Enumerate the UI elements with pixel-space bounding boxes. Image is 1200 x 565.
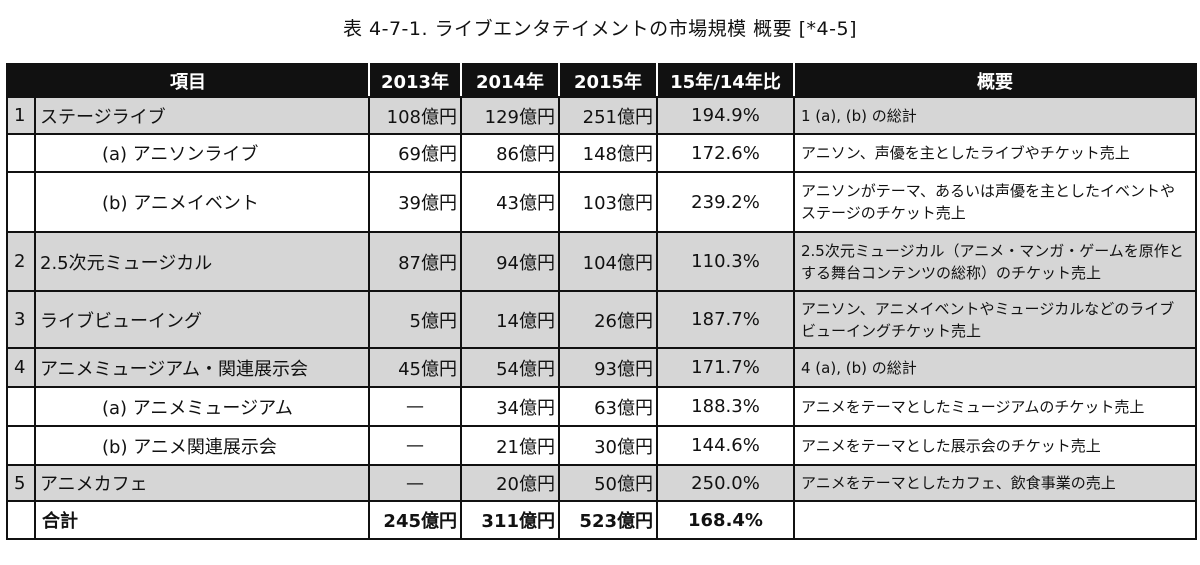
market-size-table: 項目 2013年 2014年 2015年 15年/14年比 概要 1 ステージライ…: [6, 63, 1197, 540]
total-index: [6, 500, 36, 540]
row-index: 4: [6, 347, 36, 388]
cell-2014: 14億円: [460, 290, 560, 349]
cell-summary: アニソン、声優を主としたライブやチケット売上: [793, 133, 1197, 173]
total-2015: 523億円: [558, 500, 658, 540]
row-item-name: (a) アニメミュージアム: [34, 386, 370, 427]
cell-2015: 104億円: [558, 231, 658, 292]
cell-2013: —: [368, 386, 462, 427]
total-ratio: 168.4%: [656, 500, 795, 540]
row-item-name: アニメカフェ: [34, 464, 370, 502]
cell-2013: 87億円: [368, 231, 462, 292]
row-item-name: 2.5次元ミュージカル: [34, 231, 370, 292]
table-row: (a) アニソンライブ 69億円 86億円 148億円 172.6% アニソン、声優を主と…: [6, 133, 1197, 173]
cell-2013: 69億円: [368, 133, 462, 173]
table-row: 4 アニメミュージアム・関連展示会 45億円 54億円 93億円 171.7% 4 (a),…: [6, 347, 1197, 388]
cell-2014: 86億円: [460, 133, 560, 173]
cell-summary: アニメをテーマとした展示会のチケット売上: [793, 425, 1197, 466]
cell-summary: アニソン、アニメイベントやミュージカルなどのライブビューイングチケット売上: [793, 290, 1197, 349]
row-index: 5: [6, 464, 36, 502]
cell-summary: 1 (a), (b) の総計: [793, 96, 1197, 135]
cell-2015: 148億円: [558, 133, 658, 173]
cell-ratio: 172.6%: [656, 133, 795, 173]
table-title: 表 4-7-1. ライブエンタテイメントの市場規模 概要 [*4-5]: [342, 18, 858, 40]
cell-2014: 21億円: [460, 425, 560, 466]
table-row: 5 アニメカフェ —20億円 50億円 250.0% アニメをテーマとしたカフェ、飲食事業…: [6, 464, 1197, 502]
table-row: 1 ステージライブ 108億円 129億円 251億円 194.9% 1 (a), (b) …: [6, 96, 1197, 135]
total-2014: 311億円: [460, 500, 560, 540]
cell-ratio: 188.3%: [656, 386, 795, 427]
cell-summary: アニメをテーマとしたカフェ、飲食事業の売上: [793, 464, 1197, 502]
cell-ratio: 110.3%: [656, 231, 795, 292]
cell-ratio: 171.7%: [656, 347, 795, 388]
cell-2014: 129億円: [460, 96, 560, 135]
cell-2014: 94億円: [460, 231, 560, 292]
cell-ratio: 194.9%: [656, 96, 795, 135]
table-row: (b) アニメ関連展示会 —21億円 30億円 144.6% アニメをテーマとした展示会…: [6, 425, 1197, 466]
row-index: [6, 425, 36, 466]
row-index: 2: [6, 231, 36, 292]
cell-ratio: 187.7%: [656, 290, 795, 349]
total-2013: 245億円: [368, 500, 462, 540]
row-item-name: アニメミュージアム・関連展示会: [34, 347, 370, 388]
table-row: 2 2.5次元ミュージカル 87億円 94億円 104億円 110.3% 2.5次元ミュージ…: [6, 231, 1197, 292]
cell-2013: 5億円: [368, 290, 462, 349]
cell-2014: 34億円: [460, 386, 560, 427]
row-item-name: ライブビューイング: [34, 290, 370, 349]
cell-2015: 93億円: [558, 347, 658, 388]
cell-summary: 4 (a), (b) の総計: [793, 347, 1197, 388]
cell-summary: 2.5次元ミュージカル（アニメ・マンガ・ゲームを原作とする舞台コンテンツの総称）…: [793, 231, 1197, 292]
row-item-name: ステージライブ: [34, 96, 370, 135]
total-summary: [793, 500, 1197, 540]
cell-2014: 54億円: [460, 347, 560, 388]
cell-2013: —: [368, 464, 462, 502]
cell-2015: 63億円: [558, 386, 658, 427]
total-row: 合計 245億円 311億円 523億円 168.4%: [6, 500, 1197, 540]
header-ratio: 15年/14年比: [656, 63, 795, 98]
row-item-name: (b) アニメ関連展示会: [34, 425, 370, 466]
row-index: 1: [6, 96, 36, 135]
header-item: 項目: [6, 63, 370, 98]
row-index: [6, 133, 36, 173]
total-label: 合計: [34, 500, 370, 540]
cell-2013: 45億円: [368, 347, 462, 388]
row-index: [6, 386, 36, 427]
row-item-name: (b) アニメイベント: [34, 171, 370, 233]
cell-2014: 43億円: [460, 171, 560, 233]
header-summary: 概要: [793, 63, 1197, 98]
cell-ratio: 144.6%: [656, 425, 795, 466]
cell-ratio: 239.2%: [656, 171, 795, 233]
table-row: (a) アニメミュージアム —34億円 63億円 188.3% アニメをテーマとしたミュ…: [6, 386, 1197, 427]
header-2013: 2013年: [368, 63, 462, 98]
header-row: 項目 2013年 2014年 2015年 15年/14年比 概要: [6, 63, 1197, 98]
header-2015: 2015年: [558, 63, 658, 98]
cell-2013: —: [368, 425, 462, 466]
cell-ratio: 250.0%: [656, 464, 795, 502]
cell-2015: 50億円: [558, 464, 658, 502]
row-index: 3: [6, 290, 36, 349]
row-index: [6, 171, 36, 233]
cell-summary: アニメをテーマとしたミュージアムのチケット売上: [793, 386, 1197, 427]
cell-2015: 26億円: [558, 290, 658, 349]
cell-2013: 108億円: [368, 96, 462, 135]
row-item-name: (a) アニソンライブ: [34, 133, 370, 173]
cell-2015: 30億円: [558, 425, 658, 466]
cell-2013: 39億円: [368, 171, 462, 233]
header-2014: 2014年: [460, 63, 560, 98]
table-row: 3 ライブビューイング 5億円 14億円 26億円 187.7% アニソン、アニメイベントや…: [6, 290, 1197, 349]
table-row: (b) アニメイベント 39億円 43億円 103億円 239.2% アニソンがテーマ、あ…: [6, 171, 1197, 233]
cell-2015: 251億円: [558, 96, 658, 135]
cell-2014: 20億円: [460, 464, 560, 502]
cell-2015: 103億円: [558, 171, 658, 233]
cell-summary: アニソンがテーマ、あるいは声優を主としたイベントやステージのチケット売上: [793, 171, 1197, 233]
